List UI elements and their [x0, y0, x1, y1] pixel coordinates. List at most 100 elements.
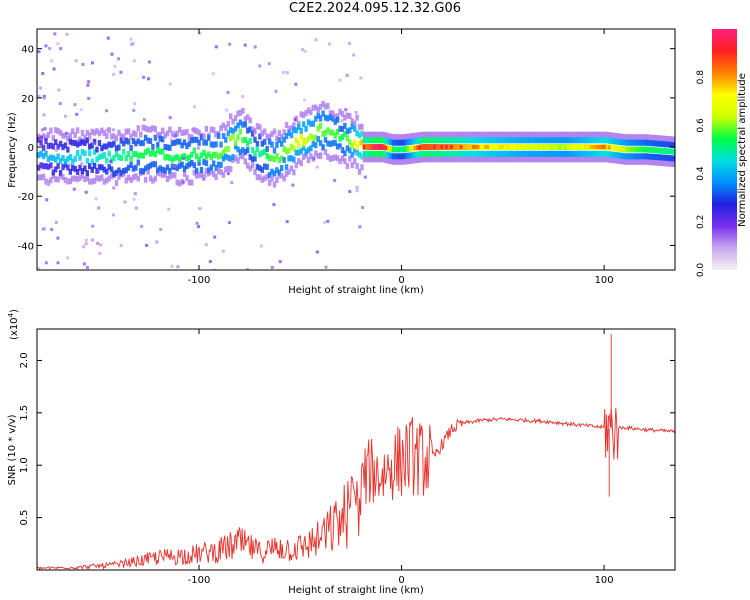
spectrogram-cell	[435, 150, 439, 157]
spectrogram-cell	[651, 159, 656, 166]
spectrogram-cell	[338, 158, 342, 165]
spectrogram-cell	[83, 150, 87, 157]
spectrogram-cell	[579, 156, 583, 163]
spectrogram-cell	[204, 153, 209, 160]
spectrogram-noise	[37, 94, 41, 98]
spectrogram-cell	[316, 136, 320, 143]
spectrogram-noise	[111, 128, 115, 132]
spectrogram-cell	[457, 131, 461, 138]
spectrogram-cell	[170, 163, 175, 170]
spectrogram-cell	[100, 174, 104, 181]
spectrogram-cell	[265, 164, 269, 170]
spectrogram-cell	[605, 151, 610, 157]
spectrogram-cell	[401, 134, 405, 141]
spectrogram-cell	[61, 144, 65, 151]
spectrogram-cell	[421, 131, 425, 138]
spectrogram-cell	[530, 156, 534, 163]
spectrogram-cell	[71, 128, 75, 135]
spectrogram-cell	[501, 156, 505, 163]
spectrogram-cell	[345, 163, 350, 170]
spectrogram-cell	[299, 133, 303, 140]
spectrogram-cell	[122, 168, 126, 174]
spectrogram-cell	[600, 150, 605, 157]
spectrogram-cell	[248, 154, 252, 161]
spectrogram-cell	[280, 134, 284, 140]
spectrogram-noise	[65, 131, 69, 135]
spectrogram-cell	[331, 110, 335, 117]
spectrogram-cell	[190, 137, 194, 144]
spectrogram-noise	[348, 190, 352, 193]
spectrogram-cell	[581, 144, 585, 150]
spectrogram-cell	[202, 149, 206, 156]
spectrogram-cell	[666, 148, 670, 155]
spectrogram-cell	[229, 135, 233, 142]
spectrogram-cell	[418, 132, 422, 139]
spectrogram-noise	[117, 57, 121, 61]
spectrogram-cell	[467, 131, 471, 138]
spectrogram-cell	[299, 148, 303, 155]
spectrogram-cell	[637, 158, 641, 165]
spectrogram-cell	[267, 133, 272, 140]
spectrogram-cell	[442, 144, 447, 150]
spectrogram-cell	[88, 132, 92, 139]
spectrogram-cell	[559, 137, 563, 144]
spectrogram-cell	[537, 150, 542, 157]
spectrogram-cell	[476, 145, 480, 149]
spectrogram-cell	[438, 156, 442, 163]
spectrogram-cell	[107, 141, 111, 148]
spectrogram-cell	[508, 137, 512, 144]
spectrogram-cell	[270, 130, 274, 137]
spectrogram-cell	[66, 146, 70, 153]
spectrogram-cell	[518, 145, 522, 149]
spectrogram-cell	[549, 144, 554, 150]
spectrogram-noise	[42, 113, 46, 117]
spectrogram-cell	[384, 132, 388, 139]
spectrogram-cell	[532, 131, 537, 138]
spectrogram-noise	[221, 249, 225, 253]
spectrogram-cell	[350, 151, 354, 158]
spectrogram-cell	[105, 177, 109, 184]
spectrogram-xlabel: Height of straight line (km)	[288, 285, 424, 296]
spectrogram-cell	[284, 148, 289, 155]
spectrogram-cell	[323, 129, 328, 136]
spectrogram-cell	[282, 129, 286, 136]
spectrogram-cell	[600, 145, 604, 149]
spectrogram-cell	[620, 139, 624, 146]
spectrogram-cell	[63, 142, 68, 149]
spectrogram-cell	[258, 133, 262, 140]
spectrogram-cell	[659, 160, 663, 166]
spectrogram-cell	[413, 157, 418, 164]
spectrogram-cell	[353, 141, 356, 146]
spectrogram-cell	[566, 150, 571, 157]
spectrogram-cell	[141, 140, 145, 147]
spectrogram-cell	[54, 166, 58, 173]
spectrogram-cell	[508, 156, 512, 163]
spectrogram-cell	[605, 137, 610, 144]
spectrogram-cell	[297, 120, 301, 127]
spectrogram-cell	[92, 162, 97, 169]
spectrogram-cell	[404, 153, 408, 159]
spectrogram-cell	[250, 156, 255, 163]
spectrogram-cell	[357, 140, 362, 147]
spectrogram-noise	[133, 192, 137, 196]
spectrogram-cell	[134, 131, 138, 138]
spectrogram-cell	[88, 178, 92, 185]
spectrogram-cell	[479, 144, 483, 150]
spectrogram-cell	[651, 153, 656, 160]
spectrogram-cell	[630, 146, 634, 153]
spectrogram-cell	[221, 171, 226, 178]
spectrogram-noise	[338, 147, 342, 151]
spectrogram-cell	[671, 136, 675, 143]
spectrogram-cell	[131, 174, 136, 181]
spectrogram-cell	[326, 102, 330, 109]
spectrogram-cell	[41, 144, 46, 151]
spectrogram-cell	[586, 144, 590, 150]
spectrogram-cell	[105, 168, 109, 175]
snr-xlabel: Height of straight line (km)	[288, 585, 424, 596]
spectrogram-cell	[139, 131, 143, 138]
spectrogram-cell	[226, 165, 230, 172]
spectrogram-cell	[377, 145, 381, 149]
spectrogram-cell	[557, 144, 561, 150]
